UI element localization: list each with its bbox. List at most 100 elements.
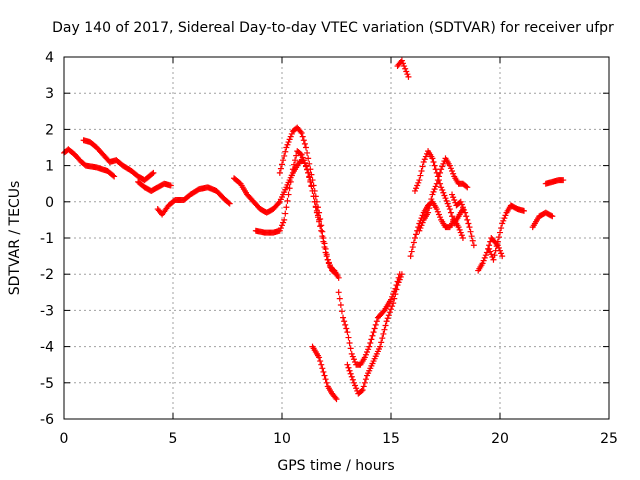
- data-point: [419, 163, 426, 170]
- data-point: [447, 165, 454, 172]
- data-point: [491, 252, 498, 259]
- data-point: [380, 330, 387, 337]
- data-point: [337, 301, 344, 308]
- data-point: [346, 339, 353, 346]
- data-point: [283, 204, 290, 211]
- data-point: [446, 206, 453, 213]
- data-point: [342, 321, 349, 328]
- data-point: [495, 234, 502, 241]
- data-point: [431, 162, 438, 169]
- data-point: [446, 162, 453, 169]
- data-point: [280, 157, 287, 164]
- data-point: [417, 225, 424, 232]
- data-point: [372, 321, 379, 328]
- data-point: [411, 235, 418, 241]
- data-point: [520, 207, 527, 214]
- data-point: [333, 271, 340, 278]
- data-point: [371, 325, 378, 332]
- data-point: [299, 133, 306, 140]
- data-point: [323, 379, 330, 386]
- data-point: [325, 259, 332, 266]
- y-tick-labels: -6 -5 -4 -3 -2 -1 0 1 2 3 4: [40, 50, 54, 428]
- data-point: [463, 183, 470, 190]
- data-point: [277, 165, 284, 172]
- data-point: [414, 182, 421, 189]
- data-point: [384, 315, 391, 322]
- data-point: [301, 159, 308, 166]
- data-point: [300, 157, 307, 164]
- data-point: [293, 152, 300, 159]
- data-point: [288, 130, 295, 137]
- data-point: [468, 233, 475, 240]
- data-point: [416, 177, 423, 184]
- data-point: [493, 243, 500, 250]
- data-point: [326, 262, 333, 269]
- data-point: [388, 306, 394, 313]
- data-point: [413, 185, 420, 192]
- data-point: [338, 308, 345, 315]
- data-point: [367, 339, 374, 346]
- data-point: [415, 179, 422, 186]
- data-point: [396, 276, 403, 283]
- x-tick-label: 10: [273, 431, 291, 447]
- data-point: [467, 228, 474, 235]
- data-point: [344, 329, 351, 336]
- data-point: [379, 335, 386, 342]
- data-point: [284, 141, 291, 148]
- data-point: [366, 343, 373, 350]
- data-point: [282, 148, 289, 155]
- data-point: [364, 349, 371, 356]
- y-tick-label: -3: [40, 303, 54, 319]
- data-point: [427, 200, 434, 207]
- data-point: [560, 177, 567, 184]
- y-tick-label: 3: [45, 86, 54, 102]
- data-point: [435, 173, 442, 180]
- x-tick-label: 5: [169, 431, 178, 447]
- data-point: [439, 163, 446, 170]
- data-point: [432, 166, 439, 173]
- data-point: [470, 242, 477, 249]
- data-point: [437, 169, 444, 176]
- data-point: [301, 140, 308, 147]
- data-point: [497, 229, 503, 236]
- data-point: [549, 213, 556, 220]
- data-point: [321, 240, 328, 247]
- data-point: [501, 215, 508, 222]
- y-tick-label: -5: [40, 376, 54, 392]
- data-point: [328, 264, 335, 271]
- data-point: [455, 224, 462, 231]
- data-point: [425, 209, 432, 216]
- data-point: [352, 382, 359, 389]
- data-point: [360, 383, 367, 390]
- data-point: [317, 358, 324, 365]
- data-point: [279, 161, 285, 168]
- data-point: [110, 172, 117, 179]
- data-point: [347, 345, 354, 352]
- data-point: [343, 325, 350, 332]
- data-point: [498, 225, 505, 232]
- data-point: [458, 232, 465, 239]
- data-point: [392, 291, 399, 298]
- data-point: [167, 182, 174, 189]
- data-point: [378, 339, 385, 346]
- data-point: [276, 169, 283, 176]
- data-point: [499, 253, 506, 260]
- data-point: [302, 144, 309, 151]
- data-point: [488, 251, 495, 258]
- data-point: [361, 354, 368, 361]
- data-point: [410, 239, 417, 246]
- data-point: [439, 187, 446, 194]
- data-point: [350, 356, 357, 363]
- data-point: [481, 254, 488, 261]
- data-point: [494, 238, 501, 245]
- data-point: [429, 155, 436, 162]
- data-point: [461, 206, 468, 213]
- data-point: [389, 303, 396, 310]
- data-point: [349, 353, 356, 360]
- data-point: [321, 372, 328, 379]
- data-point: [319, 365, 326, 372]
- data-point: [438, 166, 445, 173]
- chart-title: Day 140 of 2017, Sidereal Day-to-day VTE…: [52, 20, 614, 36]
- data-point: [395, 279, 402, 286]
